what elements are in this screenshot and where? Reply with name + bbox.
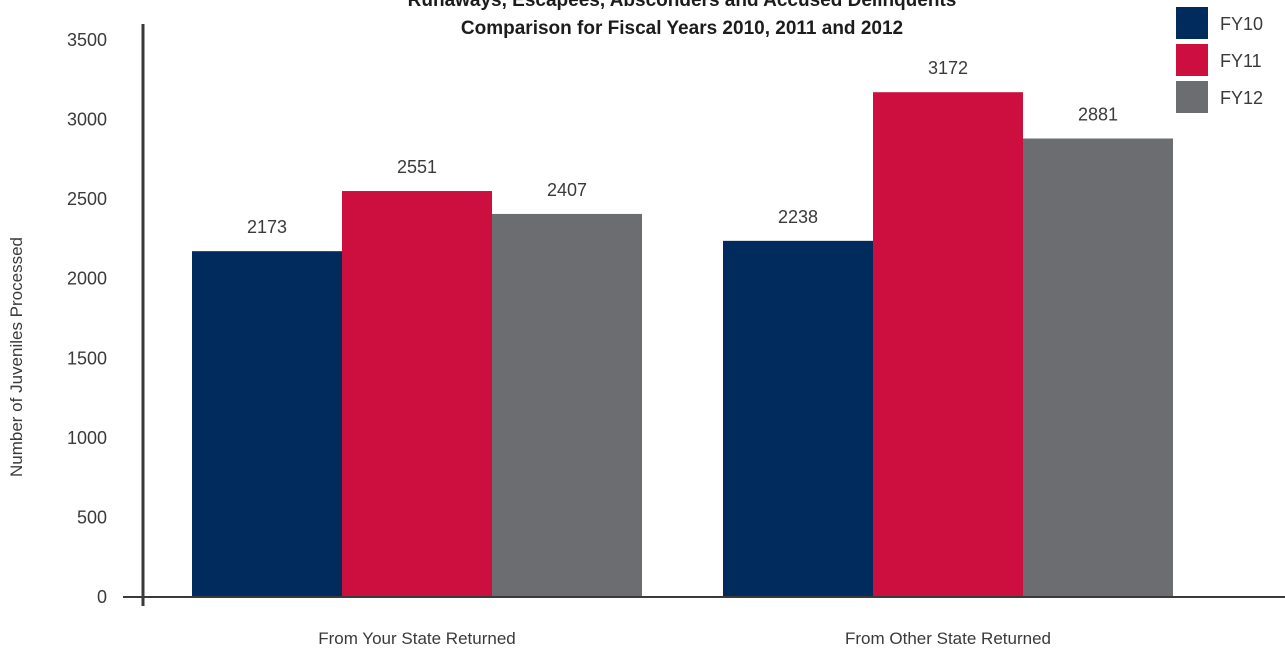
- bars-group: [192, 92, 1173, 598]
- y-tick-label: 1500: [67, 348, 107, 368]
- bar-value-label: 2881: [1078, 105, 1118, 125]
- bar-fy12-your-state: [492, 213, 642, 597]
- legend-label-fy11: FY11: [1220, 51, 1262, 71]
- bar-value-label: 2407: [547, 180, 587, 200]
- y-tick-label: 1000: [67, 428, 107, 448]
- bar-value-label: 2173: [247, 217, 287, 237]
- chart-title: Runaways, Escapees, Absconders and Accus…: [408, 0, 957, 11]
- bar-fy10-other-state: [723, 240, 873, 597]
- chart-title-group: Runaways, Escapees, Absconders and Accus…: [408, 0, 957, 39]
- legend-swatch-fy12: [1176, 81, 1208, 113]
- x-category-label: From Your State Returned: [318, 629, 516, 648]
- bar-value-label: 2551: [397, 157, 437, 177]
- legend: FY10 FY11 FY12: [1176, 7, 1263, 113]
- bar-labels-group: 2173 2551 2407 2238 3172 2881: [247, 58, 1118, 237]
- y-tick-label: 0: [97, 587, 107, 607]
- x-axis-categories: From Your State Returned From Other State…: [318, 629, 1051, 648]
- bar-fy11-other-state: [873, 92, 1023, 598]
- bar-fy10-your-state: [192, 251, 342, 598]
- bar-value-label: 2238: [778, 207, 818, 227]
- legend-swatch-fy10: [1176, 7, 1208, 39]
- legend-swatch-fy11: [1176, 44, 1208, 76]
- axes-group: [123, 24, 1285, 606]
- chart-subtitle: Comparison for Fiscal Years 2010, 2011 a…: [461, 18, 903, 39]
- y-axis-ticks: 0 500 1000 1500 2000 2500 3000 3500: [67, 30, 107, 607]
- legend-label-fy12: FY12: [1220, 88, 1263, 108]
- x-category-label: From Other State Returned: [845, 629, 1051, 648]
- legend-label-fy10: FY10: [1220, 14, 1263, 34]
- bar-fy12-other-state: [1023, 138, 1173, 597]
- y-tick-label: 2000: [67, 269, 107, 289]
- y-tick-label: 2500: [67, 189, 107, 209]
- y-tick-label: 3000: [67, 110, 107, 130]
- y-tick-label: 3500: [67, 30, 107, 50]
- bar-fy11-your-state: [342, 191, 492, 598]
- y-tick-label: 500: [77, 507, 107, 527]
- y-axis-label: Number of Juveniles Processed: [7, 237, 26, 477]
- bar-value-label: 3172: [928, 58, 968, 78]
